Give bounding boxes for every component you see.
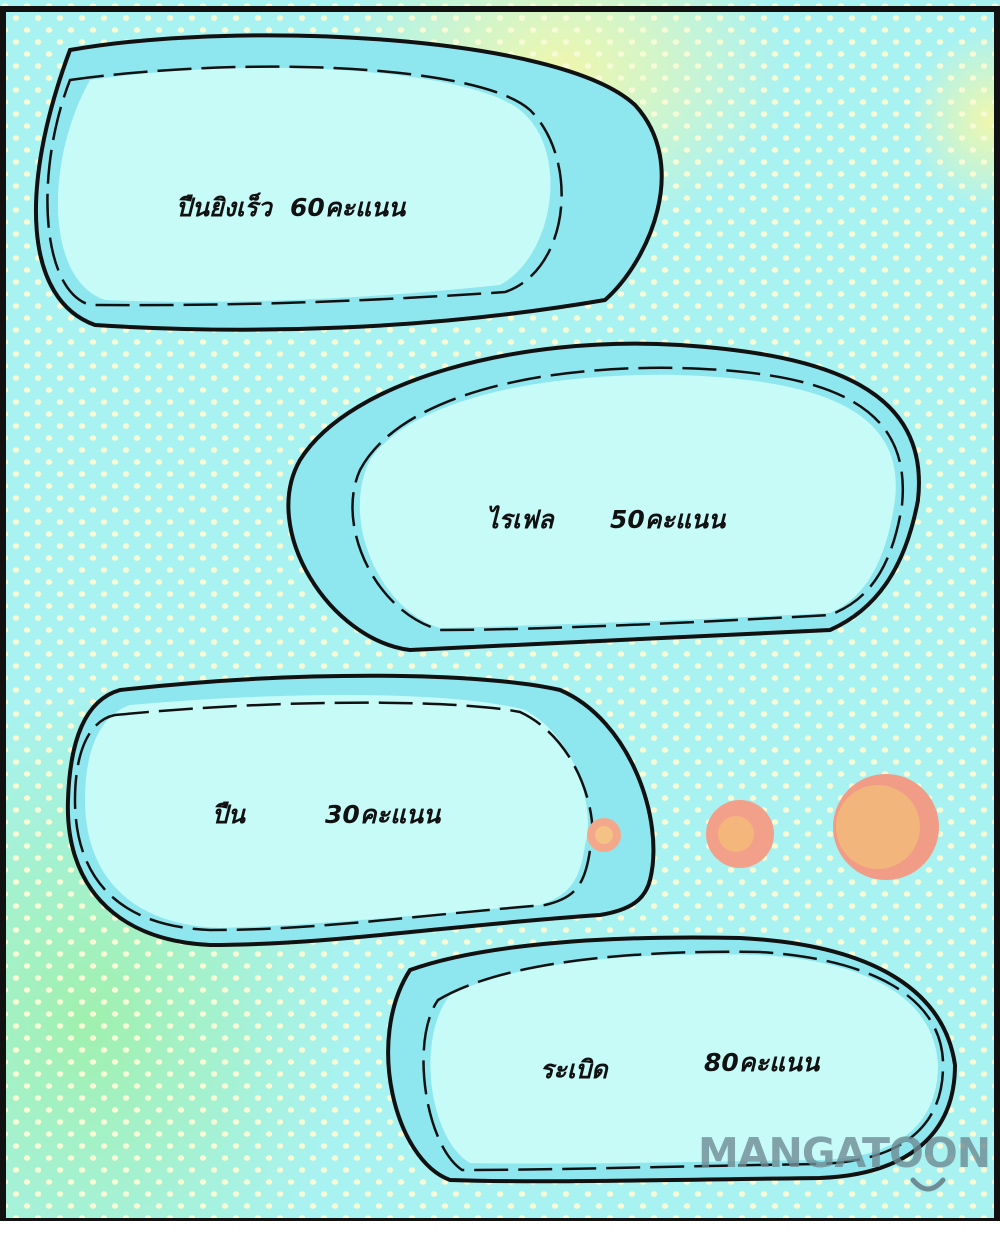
bubble-1-weapon: ปืนยิงเร็ว [176, 193, 272, 222]
bubble-2-score: 50คะแนน [610, 505, 726, 534]
bubble-3-score: 30คะแนน [325, 800, 441, 829]
bubble-4-weapon: ระเบิด [540, 1055, 608, 1084]
bubble-1-score: 60คะแนน [290, 193, 406, 222]
watermark-text: MANGATOON [698, 1129, 991, 1177]
watermark-smile-icon [910, 1177, 946, 1192]
bubble-4-score: 80คะแนน [704, 1048, 820, 1077]
bubble-3-weapon: ปืน [212, 800, 245, 829]
bubble-2-weapon: ไรเฟล [486, 505, 554, 534]
